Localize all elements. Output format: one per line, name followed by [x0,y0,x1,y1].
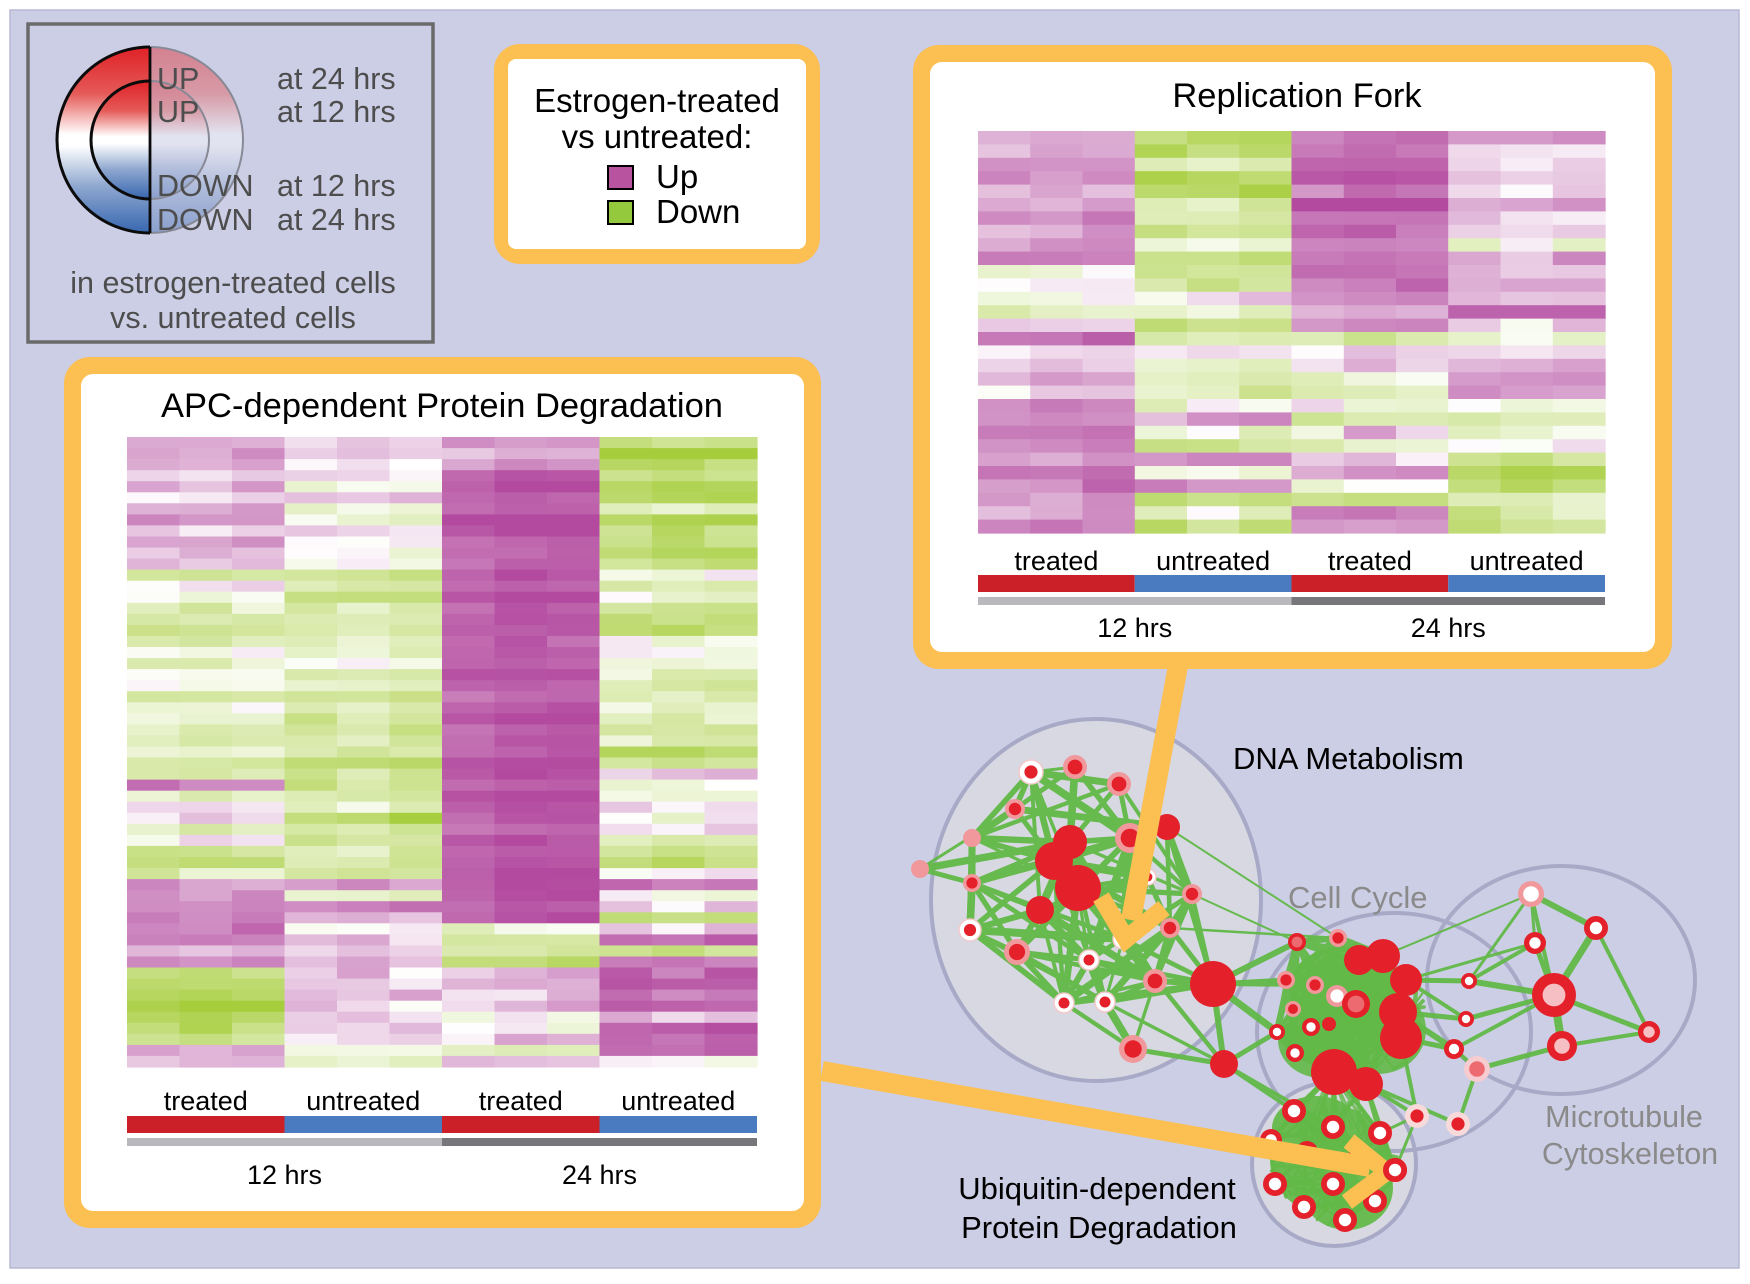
svg-text:at 24 hrs: at 24 hrs [277,203,396,237]
svg-text:Up: Up [656,158,698,195]
svg-text:untreated: untreated [1470,546,1584,576]
svg-text:vs untreated:: vs untreated: [562,118,753,155]
svg-text:Ubiquitin-dependent: Ubiquitin-dependent [958,1171,1236,1206]
svg-text:Down: Down [656,193,740,230]
svg-text:at 12 hrs: at 12 hrs [277,169,396,203]
svg-text:UP: UP [157,62,199,96]
svg-text:24 hrs: 24 hrs [562,1160,637,1190]
svg-text:vs. untreated cells: vs. untreated cells [110,301,356,335]
svg-text:treated: treated [479,1086,563,1116]
svg-text:DOWN: DOWN [157,203,254,237]
svg-text:Estrogen-treated: Estrogen-treated [534,82,780,119]
svg-text:in estrogen-treated cells: in estrogen-treated cells [70,266,396,300]
svg-text:treated: treated [164,1086,248,1116]
svg-text:Cytoskeleton: Cytoskeleton [1542,1137,1718,1171]
svg-text:untreated: untreated [1156,546,1270,576]
svg-text:treated: treated [1014,546,1098,576]
svg-text:12 hrs: 12 hrs [247,1160,322,1190]
svg-text:treated: treated [1328,546,1412,576]
svg-text:24 hrs: 24 hrs [1411,613,1486,643]
svg-text:at 12 hrs: at 12 hrs [277,95,396,129]
svg-text:untreated: untreated [306,1086,420,1116]
svg-text:APC-dependent Protein Degradat: APC-dependent Protein Degradation [161,387,723,425]
svg-text:Replication Fork: Replication Fork [1172,77,1422,115]
svg-text:UP: UP [157,95,199,129]
svg-text:DNA Metabolism: DNA Metabolism [1233,741,1464,776]
svg-text:untreated: untreated [621,1086,735,1116]
svg-text:Microtubule: Microtubule [1545,1100,1703,1134]
svg-text:DOWN: DOWN [157,169,254,203]
svg-text:12 hrs: 12 hrs [1097,613,1172,643]
svg-text:Protein Degradation: Protein Degradation [961,1210,1237,1245]
svg-text:Cell Cycle: Cell Cycle [1288,880,1428,915]
svg-text:at 24 hrs: at 24 hrs [277,62,396,96]
